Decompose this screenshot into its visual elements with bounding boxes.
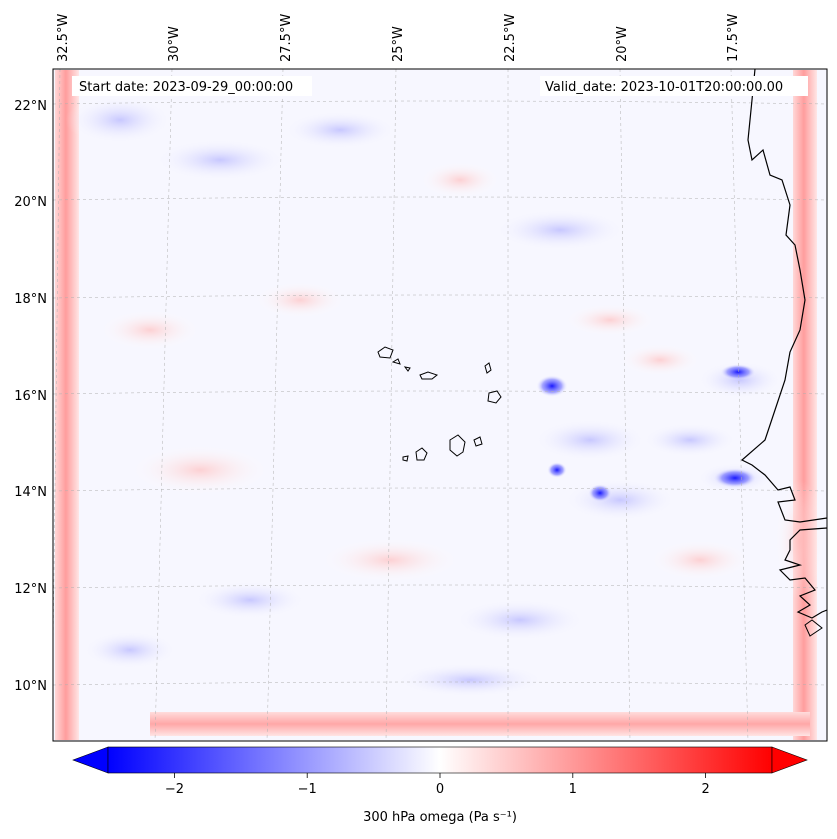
colorbar-tick-label: 1 xyxy=(569,782,577,797)
africa-coastline xyxy=(740,69,827,523)
gridlines xyxy=(53,69,827,741)
lon-label: 32.5°W xyxy=(56,14,71,62)
start-date-box xyxy=(72,76,312,96)
strong-ascent-cell xyxy=(547,462,567,478)
lat-label: 22°N xyxy=(14,99,47,114)
bottom-boundary-band xyxy=(150,712,810,736)
start-date-label: Start date: 2023-09-29_00:00:00 xyxy=(79,80,293,95)
strong-ascent-cell xyxy=(588,484,612,502)
lat-label: 12°N xyxy=(14,582,47,597)
lon-label: 30°W xyxy=(167,26,182,62)
lon-label: 17.5°W xyxy=(726,14,741,62)
cape-verde-islands xyxy=(377,346,502,462)
lat-label: 18°N xyxy=(14,292,47,307)
right-boundary-band xyxy=(793,70,817,740)
colorbar-tick-label: −1 xyxy=(298,782,317,797)
africa-coastline-south xyxy=(778,527,827,619)
colorbar-tick-label: 2 xyxy=(701,782,709,797)
lat-label: 16°N xyxy=(14,389,47,404)
map-frame xyxy=(52,68,828,742)
lat-label: 20°N xyxy=(14,195,47,210)
colorbar-tick-label: −2 xyxy=(165,782,184,797)
colorbar-label: 300 hPa omega (Pa s⁻¹) xyxy=(363,810,517,825)
lon-label: 22.5°W xyxy=(503,14,518,62)
colorbar-body xyxy=(107,746,773,774)
valid-date-box xyxy=(540,76,808,96)
lon-label: 25°W xyxy=(391,26,406,62)
longitude-labels: 32.5°W 30°W 27.5°W 25°W 22.5°W 20°W 17.5… xyxy=(56,14,741,62)
valid-date-label: Valid_date: 2023-10-01T20:00:00.00 xyxy=(545,80,783,95)
colorbar: −2 −1 0 1 2 300 hPa omega (Pa s⁻¹) xyxy=(72,746,808,825)
map-panel: Start date: 2023-09-29_00:00:00 Valid_da… xyxy=(52,68,828,742)
left-boundary-band xyxy=(55,70,79,740)
lat-label: 14°N xyxy=(14,485,47,500)
lon-label: 20°W xyxy=(615,26,630,62)
lat-label: 10°N xyxy=(14,679,47,694)
strong-ascent-cell xyxy=(720,364,756,380)
colorbar-extend-min xyxy=(72,746,109,774)
colorbar-tick-label: 0 xyxy=(436,782,444,797)
omega-field xyxy=(53,69,827,741)
colorbar-ticks: −2 −1 0 1 2 xyxy=(165,773,710,797)
lon-label: 27.5°W xyxy=(279,14,294,62)
strong-ascent-cell xyxy=(713,468,757,488)
strong-ascent-cell xyxy=(536,375,568,397)
field-patches xyxy=(65,95,825,698)
latitude-labels: 22°N 20°N 18°N 16°N 14°N 12°N 10°N xyxy=(14,99,47,694)
colorbar-extend-max xyxy=(771,746,808,774)
